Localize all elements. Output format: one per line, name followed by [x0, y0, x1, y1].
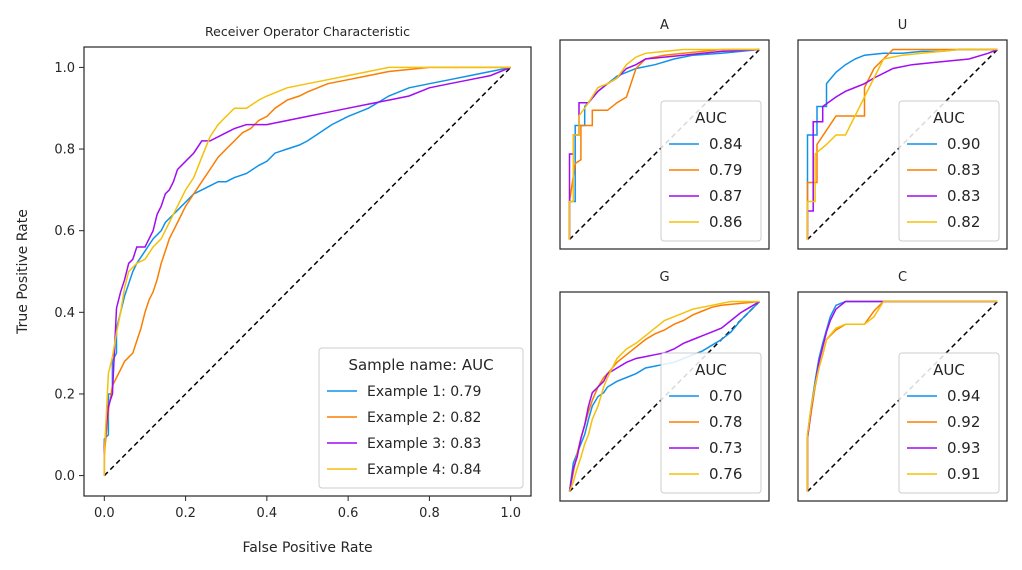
legend-title: AUC [933, 109, 965, 127]
y-tick-label: 0.8 [54, 143, 75, 158]
legend: AUC 0.94 0.92 0.93 0.91 [898, 352, 1000, 494]
legend-label: 0.90 [947, 135, 980, 153]
reference-diagonal [806, 48, 999, 241]
chart-title: C [898, 270, 907, 285]
legend-label: 0.73 [709, 439, 742, 457]
legend-label: Example 2: 0.82 [367, 410, 481, 426]
plot-frame [83, 46, 532, 497]
series-line-4 [103, 66, 511, 476]
legend-box [660, 352, 762, 494]
reference-diagonal [103, 66, 512, 477]
legend-label: Example 3: 0.83 [367, 436, 481, 452]
legend-label: 0.83 [947, 187, 980, 205]
legend-label: 0.94 [947, 387, 980, 405]
x-tick-label: 0.2 [175, 506, 196, 521]
legend-label: 0.70 [709, 387, 742, 405]
legend-box [898, 352, 1000, 494]
series-line-4 [806, 300, 998, 492]
plot-frame [797, 291, 1008, 502]
chart-u: U AUC 0.90 0.83 0.83 0.82 [797, 18, 1008, 250]
legend: Sample name: AUC Example 1: 0.79 Example 2… [318, 347, 524, 489]
chart-title: Receiver Operator Characteristic [205, 24, 410, 39]
y-tick-label: 0.6 [54, 224, 75, 239]
series-line-4 [568, 48, 760, 240]
legend-box [660, 100, 762, 242]
x-axis-label: False Positive Rate [242, 540, 372, 556]
chart-g: G AUC 0.70 0.78 0.73 0.76 [559, 270, 770, 502]
x-tick-label: 1.0 [500, 506, 521, 521]
y-tick-label: 0.2 [54, 387, 75, 402]
x-tick-label: 0.0 [94, 506, 115, 521]
legend-label: 0.87 [709, 187, 742, 205]
legend-box [318, 347, 524, 489]
x-tick-label: 0.4 [257, 506, 278, 521]
plot-frame [797, 39, 1008, 250]
chart-title: U [898, 18, 908, 33]
legend-box [898, 100, 1000, 242]
legend-title: AUC [695, 109, 727, 127]
legend-label: 0.83 [947, 161, 980, 179]
series-line-4 [806, 48, 998, 240]
legend: AUC 0.90 0.83 0.83 0.82 [898, 100, 1000, 242]
chart-title: A [660, 18, 669, 33]
legend-label: 0.86 [709, 213, 742, 231]
plot-frame [559, 291, 770, 502]
legend-label: 0.78 [709, 413, 742, 431]
legend: AUC 0.70 0.78 0.73 0.76 [660, 352, 762, 494]
y-tick-label: 1.0 [54, 61, 75, 76]
legend-title: AUC [933, 361, 965, 379]
series-line-2 [568, 48, 760, 240]
legend-label: 0.84 [709, 135, 742, 153]
series-line-3 [568, 300, 760, 492]
legend: AUC 0.84 0.79 0.87 0.86 [660, 100, 762, 242]
reference-diagonal [568, 48, 761, 241]
legend-title: AUC [695, 361, 727, 379]
legend-label: 0.93 [947, 439, 980, 457]
legend-label: 0.82 [947, 213, 980, 231]
reference-diagonal [568, 300, 761, 493]
series-line-1 [568, 300, 761, 492]
legend-label: 0.91 [947, 465, 980, 483]
y-tick-label: 0.0 [54, 469, 75, 484]
series-line-2 [103, 66, 511, 476]
legend-label: 0.79 [709, 161, 742, 179]
plot-frame [559, 39, 770, 250]
legend-label: 0.76 [709, 465, 742, 483]
y-tick-label: 0.4 [54, 306, 75, 321]
x-tick-label: 0.8 [419, 506, 440, 521]
chart-c: C AUC 0.94 0.92 0.93 0.91 [797, 270, 1008, 502]
chart-title: G [659, 270, 669, 285]
legend-label: Example 1: 0.79 [367, 384, 481, 400]
reference-diagonal [806, 300, 999, 493]
chart-main: Receiver Operator Characteristic 0.0 0.2 0.… [15, 24, 532, 556]
legend-label: 0.92 [947, 413, 980, 431]
y-axis-label: True Positive Rate [15, 209, 31, 335]
x-tick-label: 0.6 [338, 506, 359, 521]
legend-label: Example 4: 0.84 [367, 462, 482, 478]
series-line-2 [806, 48, 998, 240]
chart-a: A AUC 0.84 0.79 0.87 0.86 [559, 18, 770, 250]
series-line-1 [568, 48, 760, 240]
series-line-3 [103, 66, 511, 476]
series-line-4 [568, 300, 760, 492]
legend-title: Sample name: AUC [348, 356, 493, 374]
series-line-3 [806, 48, 998, 240]
